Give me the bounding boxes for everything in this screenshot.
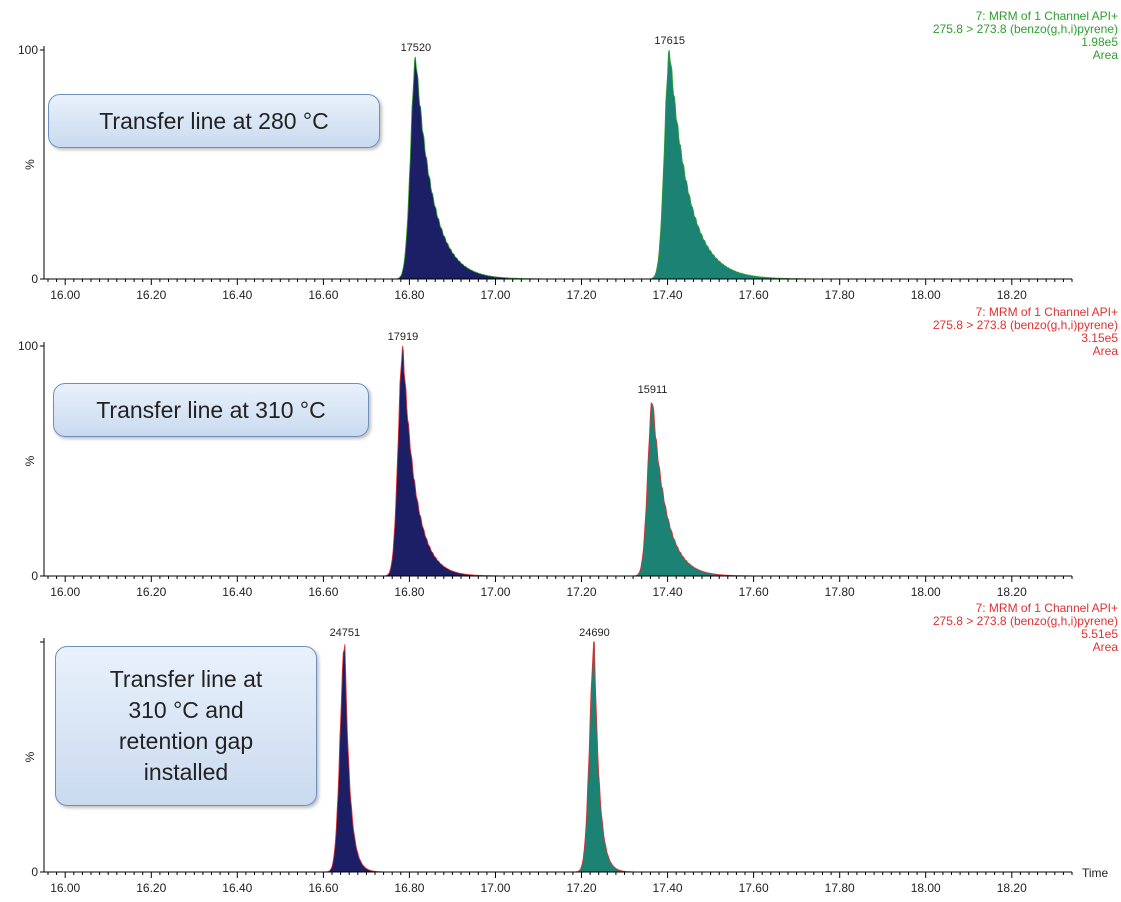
x-tick-label: 17.60 xyxy=(739,288,769,302)
x-tick-label: 16.40 xyxy=(222,881,252,895)
x-tick-label: 18.00 xyxy=(911,288,941,302)
trace-transition: 275.8 > 273.8 (benzo(g,h,i)pyrene) xyxy=(933,318,1118,332)
x-tick-label: 16.20 xyxy=(136,585,166,599)
x-axis-label: Time xyxy=(1082,866,1109,880)
trace-transition: 275.8 > 273.8 (benzo(g,h,i)pyrene) xyxy=(933,614,1118,628)
x-tick-label: 16.80 xyxy=(394,585,424,599)
panel-label-line: Transfer line at 310 °C xyxy=(96,396,326,423)
peak-area xyxy=(572,641,651,873)
x-tick-label: 17.40 xyxy=(653,288,683,302)
x-tick-label: 18.00 xyxy=(911,881,941,895)
x-tick-label: 17.00 xyxy=(480,881,510,895)
x-tick-label: 18.20 xyxy=(997,288,1027,302)
peak-label: 15911 xyxy=(638,384,668,396)
x-tick-label: 18.00 xyxy=(911,585,941,599)
panel-label-box-280: Transfer line at 280 °C xyxy=(48,94,380,148)
x-tick-label: 17.80 xyxy=(825,585,855,599)
panel-label-line: Transfer line at 280 °C xyxy=(99,107,329,134)
x-tick-label: 17.60 xyxy=(739,585,769,599)
x-tick-label: 16.40 xyxy=(222,585,252,599)
peak-label: 24690 xyxy=(579,627,610,639)
trace-intensity: 1.98e5 xyxy=(1081,35,1118,49)
x-tick-label: 17.80 xyxy=(825,881,855,895)
peak-label: 17615 xyxy=(654,35,685,47)
trace-mode: Area xyxy=(1093,344,1119,358)
trace-transition: 275.8 > 273.8 (benzo(g,h,i)pyrene) xyxy=(933,22,1118,36)
trace-intensity: 5.51e5 xyxy=(1081,627,1118,641)
y-axis-label: % xyxy=(23,159,37,170)
panel-label-line: 310 °C and xyxy=(128,697,244,723)
x-tick-label: 17.80 xyxy=(825,288,855,302)
x-tick-label: 16.40 xyxy=(222,288,252,302)
panel-label-line: Transfer line at xyxy=(109,666,263,692)
trace-title: 7: MRM of 1 Channel API+ xyxy=(976,601,1118,615)
x-tick-label: 18.20 xyxy=(997,881,1027,895)
peak-area xyxy=(323,644,401,873)
x-tick-label: 17.00 xyxy=(480,288,510,302)
x-tick-label: 17.00 xyxy=(480,585,510,599)
y-axis-label: % xyxy=(23,455,37,466)
peak-area xyxy=(620,402,763,577)
peak-area xyxy=(375,345,513,577)
x-tick-label: 16.80 xyxy=(394,881,424,895)
x-tick-label: 17.20 xyxy=(566,881,596,895)
x-tick-label: 16.60 xyxy=(308,881,338,895)
panel-label-box-310: Transfer line at 310 °C xyxy=(53,383,369,437)
x-tick-label: 16.60 xyxy=(308,288,338,302)
peak-area xyxy=(383,56,625,280)
y-tick-label: 0 xyxy=(31,272,38,286)
panel-label-line: installed xyxy=(143,759,229,785)
y-tick-label: 100 xyxy=(18,339,38,353)
x-tick-label: 17.20 xyxy=(566,585,596,599)
trace-intensity: 3.15e5 xyxy=(1081,331,1118,345)
x-tick-label: 16.20 xyxy=(136,288,166,302)
x-tick-label: 16.80 xyxy=(394,288,424,302)
peak-label: 17520 xyxy=(401,42,432,54)
peak-label: 17919 xyxy=(388,331,419,343)
x-tick-label: 16.60 xyxy=(308,585,338,599)
x-tick-label: 16.00 xyxy=(50,288,80,302)
trace-mode: Area xyxy=(1093,48,1119,62)
y-tick-label: 0 xyxy=(31,865,38,879)
x-tick-label: 16.20 xyxy=(136,881,166,895)
panel-label-line: retention gap xyxy=(118,728,254,754)
panel-label-box-310-retention-gap: Transfer line at 310 °C and retention ga… xyxy=(55,646,317,806)
y-tick-label: 100 xyxy=(18,43,38,57)
x-tick-label: 17.60 xyxy=(739,881,769,895)
y-axis-label: % xyxy=(23,751,37,762)
trace-title: 7: MRM of 1 Channel API+ xyxy=(976,305,1118,319)
y-tick-label: 0 xyxy=(31,569,38,583)
x-tick-label: 16.00 xyxy=(50,881,80,895)
x-tick-label: 17.40 xyxy=(653,881,683,895)
x-tick-label: 16.00 xyxy=(50,585,80,599)
x-tick-label: 17.20 xyxy=(566,288,596,302)
peak-area xyxy=(641,49,1072,280)
trace-mode: Area xyxy=(1093,640,1119,654)
x-tick-label: 17.40 xyxy=(653,585,683,599)
trace-title: 7: MRM of 1 Channel API+ xyxy=(976,9,1118,23)
peak-label: 24751 xyxy=(330,627,361,639)
x-tick-label: 18.20 xyxy=(997,585,1027,599)
